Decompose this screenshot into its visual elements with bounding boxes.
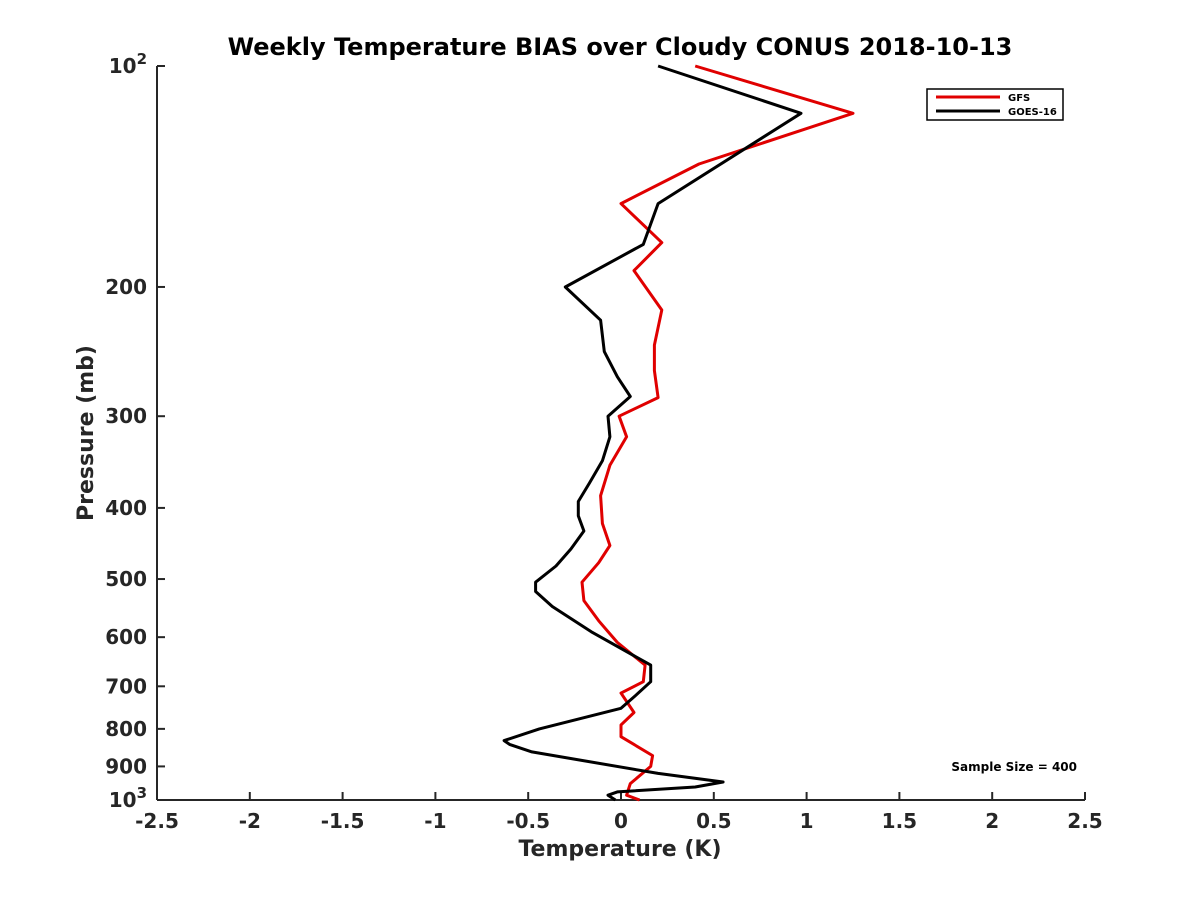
x-tick-label: 1.5 (882, 809, 917, 833)
x-tick-label: 2 (985, 809, 999, 833)
y-axis-label: Pressure (mb) (74, 345, 99, 521)
y-tick-label: 200 (105, 275, 147, 299)
x-tick-label: 1 (800, 809, 814, 833)
y-tick-label: 500 (105, 567, 147, 591)
x-tick-label: 2.5 (1067, 809, 1102, 833)
x-tick-label: -1 (424, 809, 446, 833)
y-tick-label: 400 (105, 496, 147, 520)
y-tick-label: 600 (105, 625, 147, 649)
y-tick-label: 700 (105, 674, 147, 698)
x-tick-label: -0.5 (506, 809, 550, 833)
y-tick-label: 300 (105, 404, 147, 428)
legend-label: GFS (1008, 93, 1030, 104)
y-tick-label: 103 (109, 784, 147, 812)
x-tick-label: -1.5 (321, 809, 365, 833)
x-tick-label: 0.5 (696, 809, 731, 833)
x-ticks: -2.5 -2 -1.5 -1 -0.5 0 0.5 1 1.5 2 2.5 (135, 792, 1103, 833)
x-tick-label: -2.5 (135, 809, 179, 833)
x-tick-label: -2 (239, 809, 261, 833)
y-tick-label: 800 (105, 717, 147, 741)
sample-size-annotation: Sample Size = 400 (951, 760, 1077, 774)
series-line-gfs (580, 64, 855, 802)
x-axis-label: Temperature (K) (518, 837, 721, 862)
plot-area: -2.5 -2 -1.5 -1 -0.5 0 0.5 1 1.5 2 2.5 102 200 300 40… (105, 50, 1102, 833)
y-ticks: 102 200 300 400 500 600 700 800 900 103 (105, 50, 165, 812)
chart-title: Weekly Temperature BIAS over Cloudy CONU… (228, 33, 1013, 61)
x-tick-label: 0 (614, 809, 628, 833)
series-line-goes-16 (502, 64, 803, 802)
series-lines (502, 64, 855, 802)
legend: GFS GOES-16 (926, 88, 1064, 121)
legend-label: GOES-16 (1008, 107, 1057, 118)
y-tick-label: 102 (109, 50, 147, 78)
y-tick-label: 900 (105, 754, 147, 778)
legend-box (926, 88, 1064, 121)
